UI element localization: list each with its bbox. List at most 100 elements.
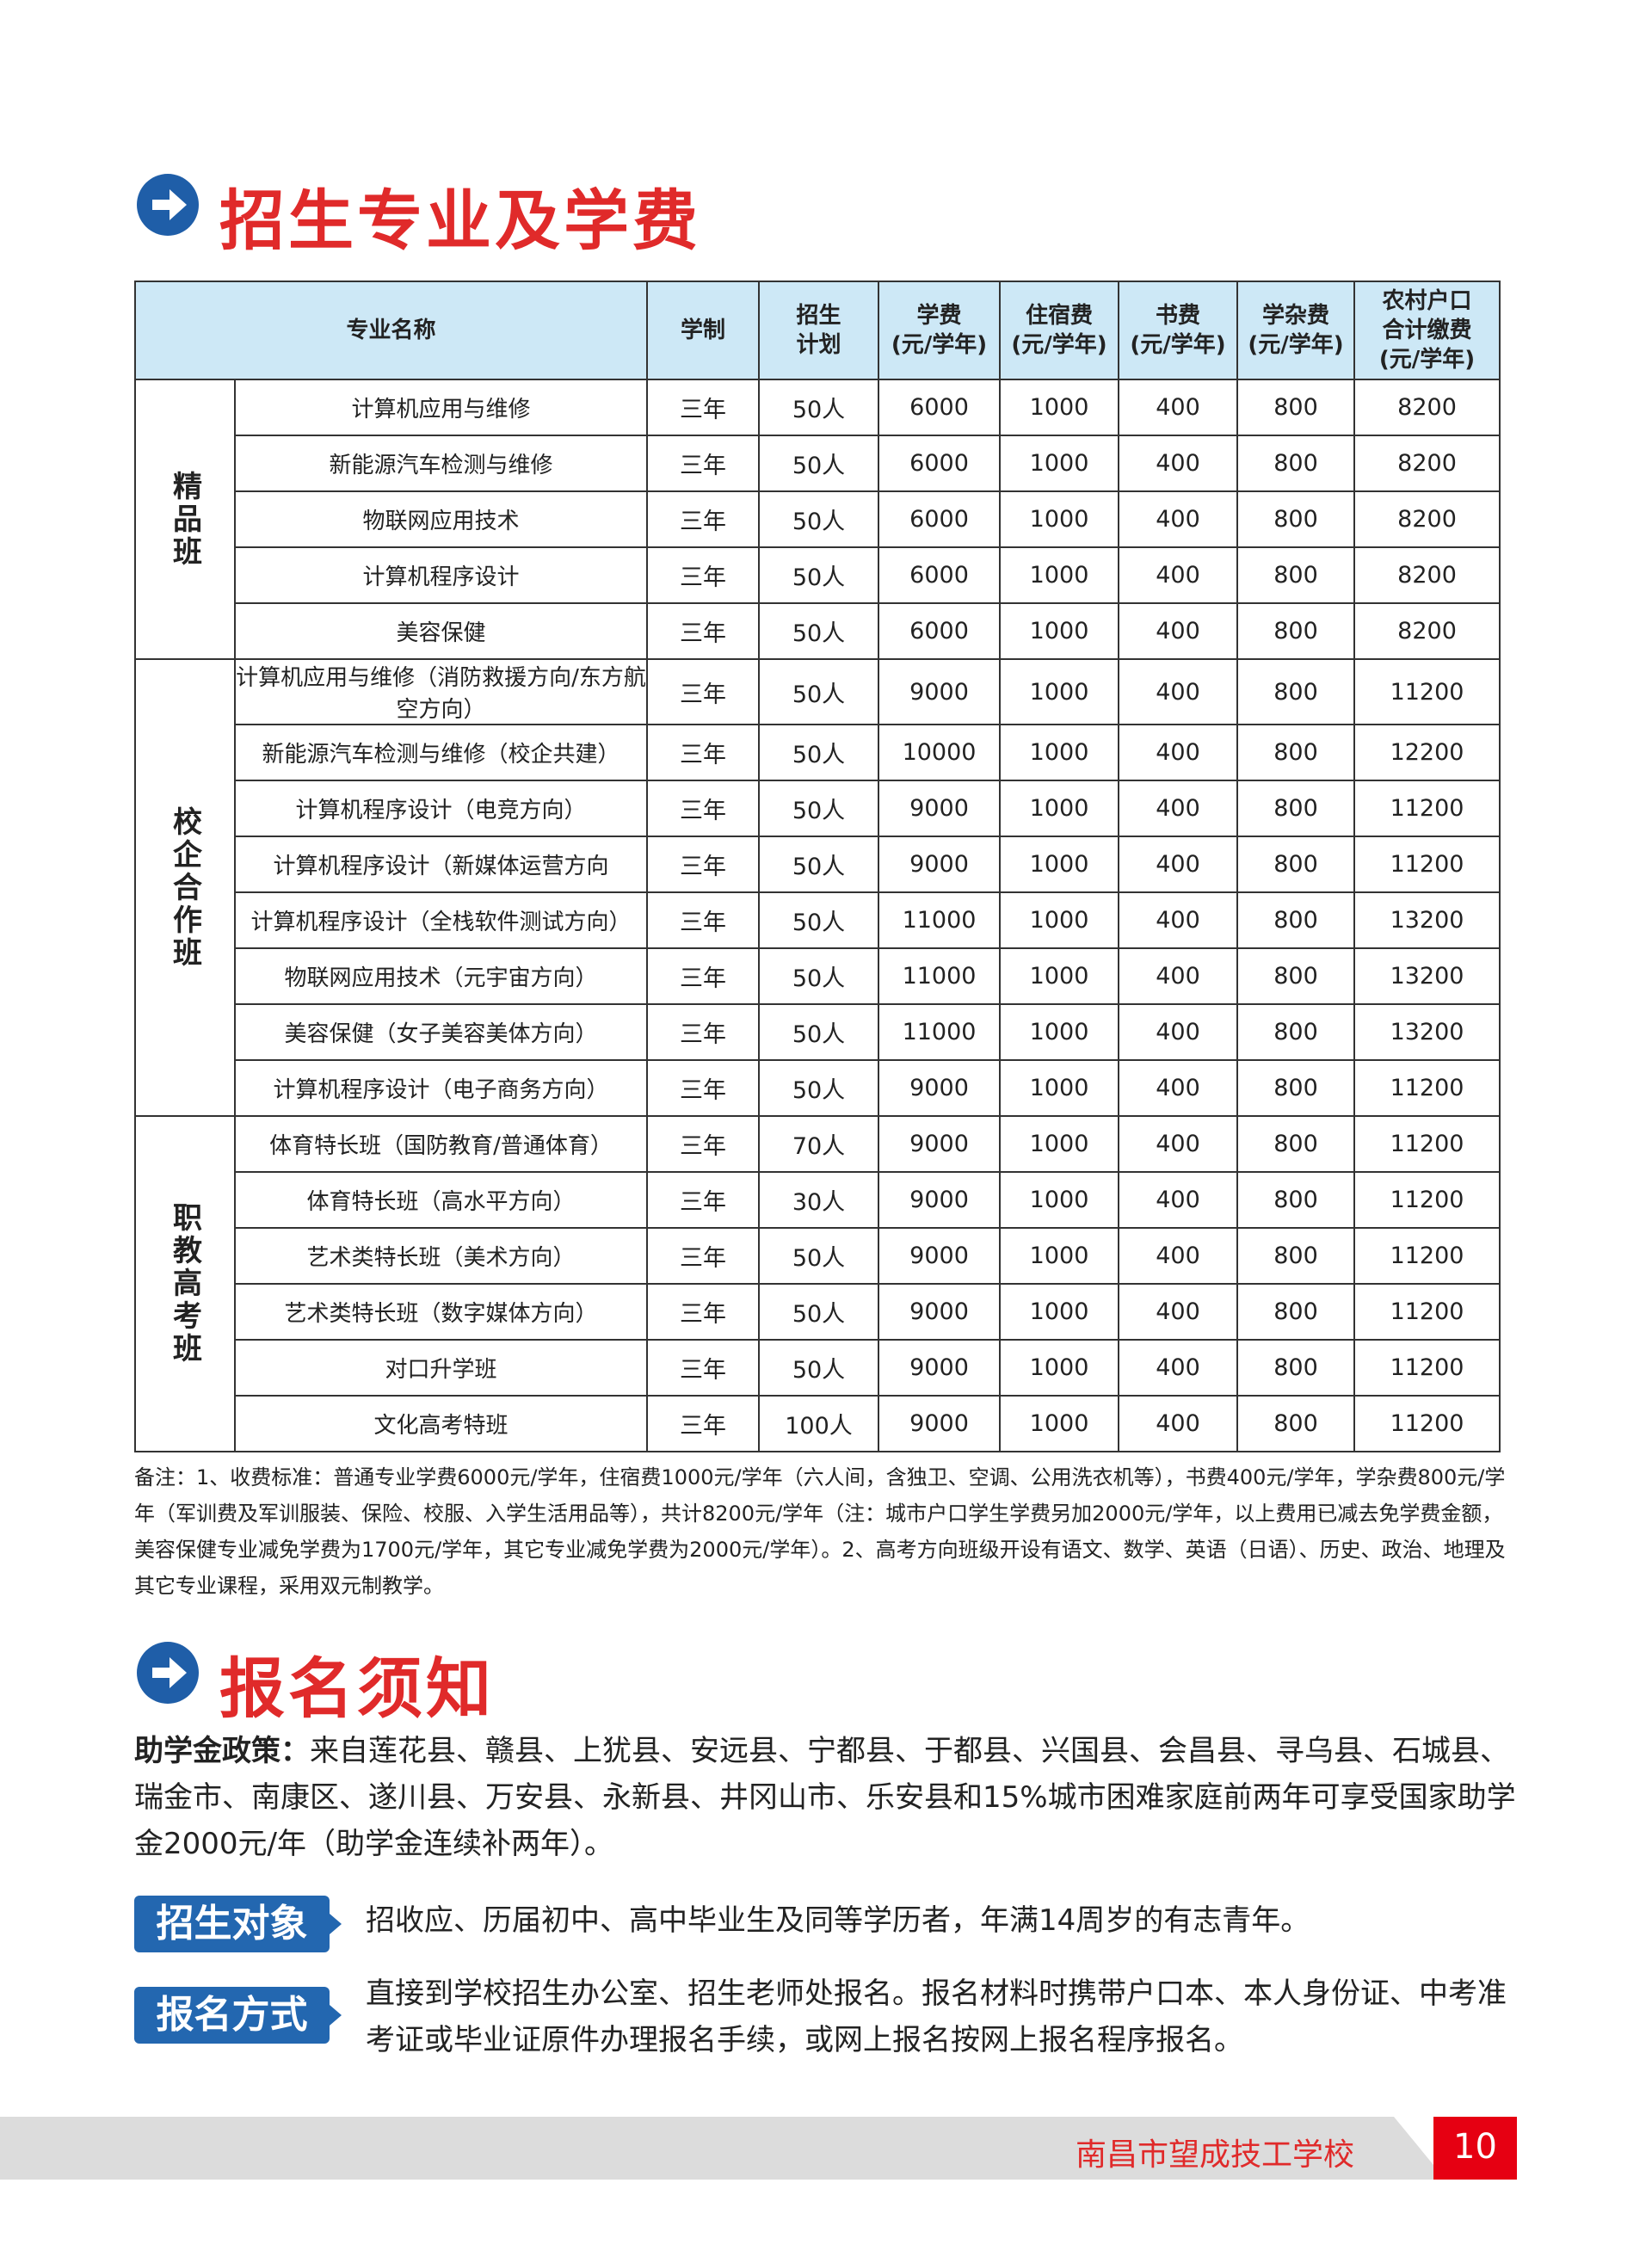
badge-arrow [330, 1914, 342, 1934]
table-cell: 400 [1118, 947, 1239, 1005]
badge: 招生对象 [134, 1896, 330, 1952]
table-cell: 50人 [758, 947, 880, 1005]
table-cell: 50人 [758, 891, 880, 949]
table-cell: 8200 [1353, 379, 1501, 436]
arrow-icon [137, 1642, 199, 1704]
table-cell: 50人 [758, 490, 880, 548]
table-cell: 1000 [999, 1003, 1120, 1061]
table-cell: 11200 [1353, 1339, 1501, 1397]
table-cell: 1000 [999, 1059, 1120, 1117]
table-cell: 100人 [758, 1395, 880, 1452]
table-cell: 800 [1236, 1339, 1356, 1397]
table-cell: 1000 [999, 780, 1120, 837]
table-cell: 400 [1118, 546, 1239, 604]
table-cell: 800 [1236, 435, 1356, 492]
arrow [152, 189, 187, 220]
table-row: 校企合作班 计算机应用与维修（消防救援方向/东方航空方向） 三年 50人 9000 100… [134, 658, 1501, 1117]
table-cell: 三年 [646, 435, 761, 492]
table-row: 物联网应用技术 三年 50人 6000 1000 400 800 8200 [135, 490, 1501, 548]
table-cell: 400 [1118, 1339, 1239, 1397]
table-cell: 11200 [1353, 1171, 1501, 1229]
arrow [152, 1657, 187, 1688]
item-text: 直接到学校招生办公室、招生老师处报名。报名材料时携带户口本、本人身份证、中考准考… [366, 1976, 1507, 2057]
table-cell: 9000 [878, 1283, 1002, 1341]
table-cell: 13200 [1353, 1003, 1501, 1061]
table-cell: 400 [1118, 1395, 1239, 1452]
header-text: 学制 [681, 318, 726, 343]
table-cell: 12200 [1353, 724, 1501, 781]
table-row: 体育特长班（高水平方向） 三年 30人 9000 1000 400 800 11200 [135, 1171, 1501, 1229]
arrow-icon [137, 174, 199, 236]
table-cell: 1000 [999, 1395, 1120, 1452]
major-name: 文化高考特班 [233, 1395, 649, 1452]
table-cell: 11200 [1353, 836, 1501, 893]
table-cell: 6000 [878, 435, 1002, 492]
header-cell: 专业名称 [133, 281, 649, 380]
major-name: 新能源汽车检测与维修（校企共建） [233, 724, 649, 781]
school-name: 南昌市望成技工学校 [1076, 2137, 1355, 2173]
table-cell: 1000 [999, 1339, 1120, 1397]
table-cell: 50人 [758, 435, 880, 492]
major-name: 计算机应用与维修 [233, 379, 649, 436]
table-cell: 400 [1118, 435, 1239, 492]
table-cell: 三年 [646, 379, 761, 436]
table-cell: 400 [1118, 1059, 1239, 1117]
table-cell: 三年 [646, 724, 761, 781]
table-cell: 三年 [646, 1339, 761, 1397]
table-row: 美容保健 三年 50人 6000 1000 400 800 8200 [135, 602, 1501, 660]
major-name: 物联网应用技术（元宇宙方向） [233, 947, 649, 1005]
table-cell: 50人 [758, 602, 880, 660]
group-cell: 职教高考班 [134, 1115, 236, 1452]
table-cell: 三年 [646, 836, 761, 893]
policy-label: 助学金政策： [134, 1734, 310, 1768]
header-text: (元/学年) [1248, 332, 1344, 358]
table-cell: 400 [1118, 724, 1239, 781]
table-cell: 800 [1236, 658, 1356, 725]
major-name: 艺术类特长班（美术方向） [233, 1227, 649, 1285]
table-cell: 9000 [878, 1059, 1002, 1117]
table-cell: 400 [1118, 1171, 1239, 1229]
badge-arrow [330, 2005, 342, 2026]
table-cell: 11000 [878, 1003, 1002, 1061]
group-cell: 精品班 [134, 379, 236, 660]
table-cell: 13200 [1353, 947, 1501, 1005]
table-cell: 三年 [646, 1283, 761, 1341]
table-cell: 50人 [758, 1003, 880, 1061]
major-name: 艺术类特长班（数字媒体方向） [233, 1283, 649, 1341]
item-text: 招收应、历届初中、高中毕业生及同等学历者，年满14周岁的有志青年。 [366, 1903, 1310, 1938]
table-cell: 三年 [646, 1395, 761, 1452]
table-cell: 800 [1236, 780, 1356, 837]
table-cell: 400 [1118, 658, 1239, 725]
table-cell: 8200 [1353, 602, 1501, 660]
table-cell: 50人 [758, 724, 880, 781]
table-cell: 800 [1236, 1227, 1356, 1285]
table-cell: 1000 [999, 891, 1120, 949]
table-cell: 1000 [999, 490, 1120, 548]
table-row: 文化高考特班 三年 100人 9000 1000 400 800 11200 [135, 1395, 1501, 1452]
table-cell: 三年 [646, 1003, 761, 1061]
header-text: 农村户口 [1382, 288, 1472, 314]
table-row: 物联网应用技术（元宇宙方向） 三年 50人 11000 1000 400 800 13200 [135, 947, 1501, 1005]
table-cell: 11200 [1353, 1227, 1501, 1285]
fee-table: 专业名称 学制 招生 计划 学费 (元/学年) 住宿费 (元/学年) 书费 (元/学年) 学杂费 (元… [133, 281, 1501, 1452]
major-name: 计算机程序设计（电竞方向） [233, 780, 649, 837]
table-cell: 8200 [1353, 435, 1501, 492]
table-cell: 400 [1118, 379, 1239, 436]
table-cell: 800 [1236, 602, 1356, 660]
table-row: 计算机程序设计（全栈软件测试方向） 三年 50人 11000 1000 400 800 132… [135, 891, 1501, 949]
header-text: 专业名称 [346, 318, 436, 343]
table-cell: 6000 [878, 379, 1002, 436]
table-row: 计算机程序设计（电竞方向） 三年 50人 9000 1000 400 800 11200 [135, 780, 1501, 837]
table-cell: 400 [1118, 836, 1239, 893]
header-text: 合计缴费 [1382, 318, 1472, 343]
major-name: 新能源汽车检测与维修 [233, 435, 649, 492]
table-cell: 9000 [878, 1339, 1002, 1397]
table-wrap: 专业名称 学制 招生 计划 学费 (元/学年) 住宿费 (元/学年) 书费 (元/学年) 学杂费 (元… [133, 281, 1501, 1452]
table-cell: 10000 [878, 724, 1002, 781]
table-cell: 11000 [878, 947, 1002, 1005]
table-cell: 11200 [1353, 780, 1501, 837]
table-cell: 三年 [646, 947, 761, 1005]
table-cell: 11200 [1353, 1395, 1501, 1452]
header-text: 住宿费 [1026, 303, 1094, 329]
